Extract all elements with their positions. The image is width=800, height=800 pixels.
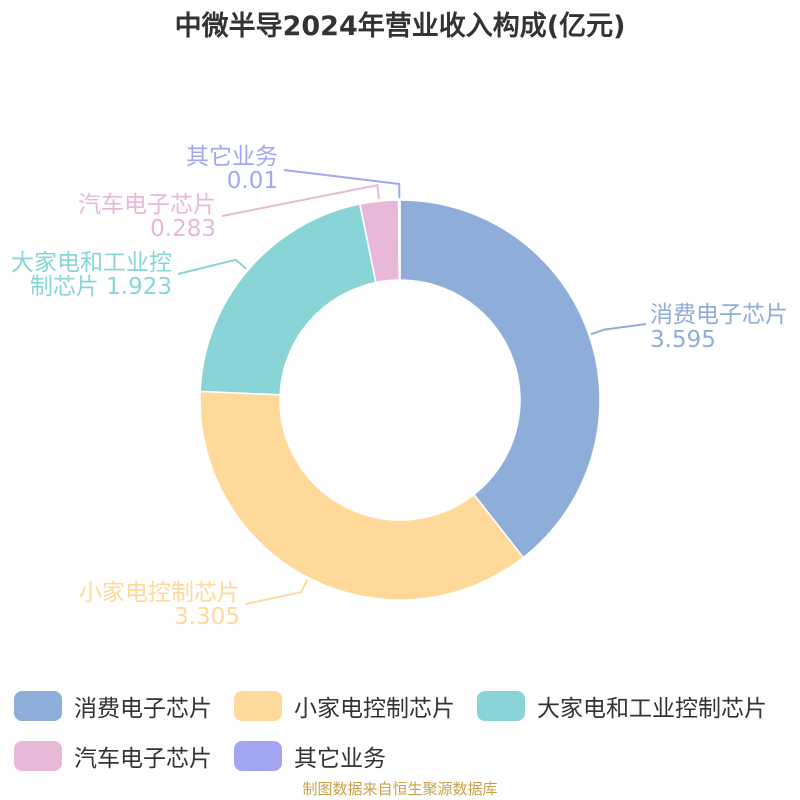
legend-item-consumer[interactable]: 消费电子芯片 [14,690,212,722]
data-label-appliance-industrial: 大家电和工业控 [11,250,172,276]
data-label-other: 0.01 [227,168,278,194]
chart-title: 中微半导2024年营业收入构成(亿元) [174,11,626,42]
data-label-appliance-industrial: 制芯片 1.923 [30,274,172,300]
slice-other[interactable] [397,199,401,281]
legend-item-other[interactable]: 其它业务 [234,740,386,772]
legend-swatch-consumer [14,691,62,721]
legend-swatch-automotive [14,741,62,771]
leader-line-other [283,169,401,199]
leader-line-automotive [221,183,380,217]
data-label-small-appliance: 小家电控制芯片 [79,580,240,606]
legend-item-small-appliance[interactable]: 小家电控制芯片 [234,690,455,722]
legend: 消费电子芯片 小家电控制芯片 大家电和工业控制芯片 汽车电子芯片 其它业务 [14,690,800,772]
slice-small-appliance[interactable] [199,390,525,601]
legend-label: 其它业务 [294,746,386,772]
data-label-other: 其它业务 [186,144,278,170]
legend-swatch-small-appliance [234,691,282,721]
leader-line-consumer [590,323,647,336]
legend-swatch-appliance-industrial [477,691,525,721]
leader-line-small-appliance [245,579,309,605]
data-label-consumer: 3.595 [650,327,716,353]
legend-swatch-other [234,741,282,771]
legend-item-appliance-industrial[interactable]: 大家电和工业控制芯片 [477,690,767,722]
slice-consumer[interactable] [399,199,601,559]
source-note: 制图数据来自恒生聚源数据库 [302,780,498,798]
legend-label: 小家电控制芯片 [294,696,455,722]
legend-label: 汽车电子芯片 [74,746,212,772]
legend-label: 大家电和工业控制芯片 [537,696,767,722]
data-label-small-appliance: 3.305 [174,604,240,630]
slice-appliance-industrial[interactable] [199,203,377,396]
data-label-automotive: 汽车电子芯片 [78,192,216,218]
data-label-automotive: 0.283 [150,216,216,242]
data-label-consumer: 消费电子芯片 [650,302,788,328]
legend-item-automotive[interactable]: 汽车电子芯片 [14,740,212,772]
legend-label: 消费电子芯片 [74,696,212,722]
leader-line-appliance-industrial [177,258,247,275]
